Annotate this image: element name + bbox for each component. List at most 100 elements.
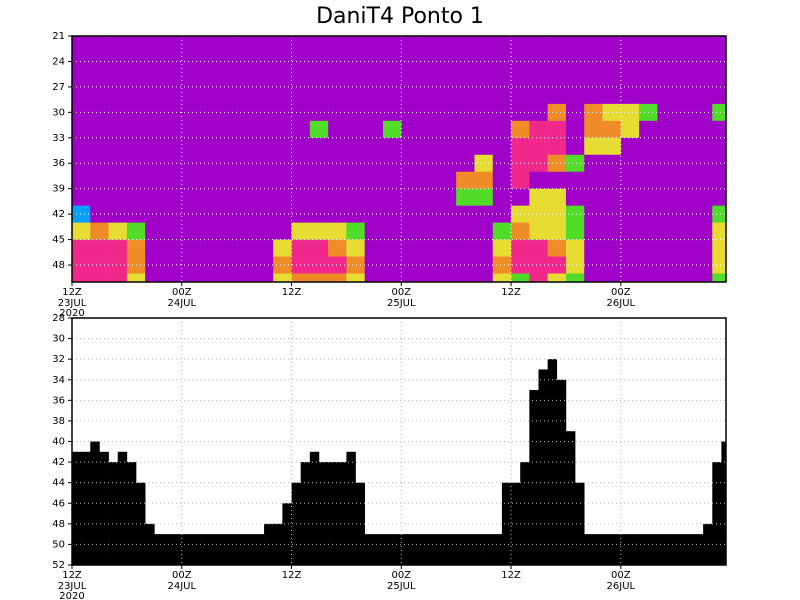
heat-cell xyxy=(273,52,292,71)
heat-cell xyxy=(72,120,91,139)
y-tick-label: 30 xyxy=(52,107,65,118)
y-tick-label: 30 xyxy=(52,334,65,345)
heat-cell xyxy=(474,188,494,206)
x-tick-label: 00Z xyxy=(172,287,192,298)
heat-cell xyxy=(657,154,676,173)
heat-cell xyxy=(620,273,640,282)
heat-cell xyxy=(565,52,585,71)
heat-cell xyxy=(364,69,384,88)
heat-cell xyxy=(492,120,512,139)
heat-cell xyxy=(163,86,183,105)
heat-cell xyxy=(620,256,640,274)
heat-cell xyxy=(456,256,475,274)
heat-cell xyxy=(108,52,128,71)
y-tick-label: 36 xyxy=(52,395,65,406)
heat-cell xyxy=(72,86,91,105)
heat-cell xyxy=(236,69,256,88)
heat-cell xyxy=(620,239,640,257)
heat-cell xyxy=(437,86,457,105)
bar xyxy=(584,534,594,565)
heat-cell xyxy=(108,273,128,282)
heat-cell xyxy=(584,52,603,71)
heat-cell xyxy=(474,154,494,173)
bar xyxy=(629,534,640,565)
heat-cell xyxy=(492,52,512,71)
bar xyxy=(108,462,119,565)
x-tick-label: 00Z xyxy=(611,570,631,581)
x-year-label: 2020 xyxy=(59,308,84,319)
heat-cell xyxy=(254,137,274,156)
heat-cell xyxy=(382,239,402,257)
heat-cell xyxy=(200,239,219,257)
heat-cell xyxy=(657,171,676,189)
heat-cell xyxy=(620,205,640,223)
heat-cell xyxy=(328,188,347,206)
heat-cell xyxy=(675,137,695,156)
heat-cell xyxy=(309,273,329,282)
heat-cell xyxy=(602,69,622,88)
heat-cell xyxy=(693,103,713,122)
heat-cell xyxy=(108,188,128,206)
heat-cell xyxy=(437,222,457,240)
heat-cell xyxy=(456,86,475,105)
heat-cell xyxy=(401,205,420,223)
heat-cell xyxy=(90,239,109,257)
heat-cell xyxy=(401,36,420,54)
y-tick-label: 36 xyxy=(52,158,65,169)
heat-cell xyxy=(693,188,713,206)
heat-cell xyxy=(547,171,567,189)
heat-cell xyxy=(382,171,402,189)
heat-cell xyxy=(492,273,512,282)
heat-cell xyxy=(602,154,622,173)
heat-cell xyxy=(639,86,658,105)
bar xyxy=(511,482,521,565)
heat-cell xyxy=(584,154,603,173)
heat-cell xyxy=(437,273,457,282)
heat-cell xyxy=(236,137,256,156)
bar xyxy=(520,462,530,565)
bar xyxy=(273,523,283,565)
heat-cell xyxy=(90,120,109,139)
heat-cell xyxy=(712,36,726,54)
heat-cell xyxy=(712,137,726,156)
heat-cell xyxy=(145,36,164,54)
heat-cell xyxy=(309,103,329,122)
heat-cell xyxy=(291,239,311,257)
heat-cell xyxy=(72,52,91,71)
heat-cell xyxy=(474,256,494,274)
heat-cell xyxy=(126,171,146,189)
heat-cell xyxy=(456,137,475,156)
bar xyxy=(72,451,82,565)
heat-cell xyxy=(639,137,658,156)
y-tick-label: 52 xyxy=(52,560,65,571)
heat-cell xyxy=(90,188,109,206)
heat-cell xyxy=(620,52,640,71)
heat-cell xyxy=(547,239,567,257)
heat-cell xyxy=(200,36,219,54)
heat-cell xyxy=(456,52,475,71)
heat-cell xyxy=(200,171,219,189)
heat-cell xyxy=(492,69,512,88)
heat-cell xyxy=(346,256,365,274)
heat-cell xyxy=(200,137,219,156)
heat-cell xyxy=(565,222,585,240)
heat-cell xyxy=(382,188,402,206)
heat-cell xyxy=(382,137,402,156)
x-tick-label: 12Z xyxy=(62,287,82,298)
heat-cell xyxy=(309,239,329,257)
heat-cell xyxy=(236,222,256,240)
heat-cell xyxy=(273,86,292,105)
heat-cell xyxy=(437,205,457,223)
heat-cell xyxy=(712,86,726,105)
heat-cell xyxy=(200,188,219,206)
heat-cell xyxy=(218,239,237,257)
heat-cell xyxy=(620,103,640,122)
heat-cell xyxy=(309,120,329,139)
heat-cell xyxy=(218,69,237,88)
heat-cell xyxy=(419,137,439,156)
heat-cell xyxy=(401,103,420,122)
heat-cell xyxy=(291,273,311,282)
heat-cell xyxy=(181,103,201,122)
heat-cell xyxy=(108,86,128,105)
heat-cell xyxy=(401,256,420,274)
